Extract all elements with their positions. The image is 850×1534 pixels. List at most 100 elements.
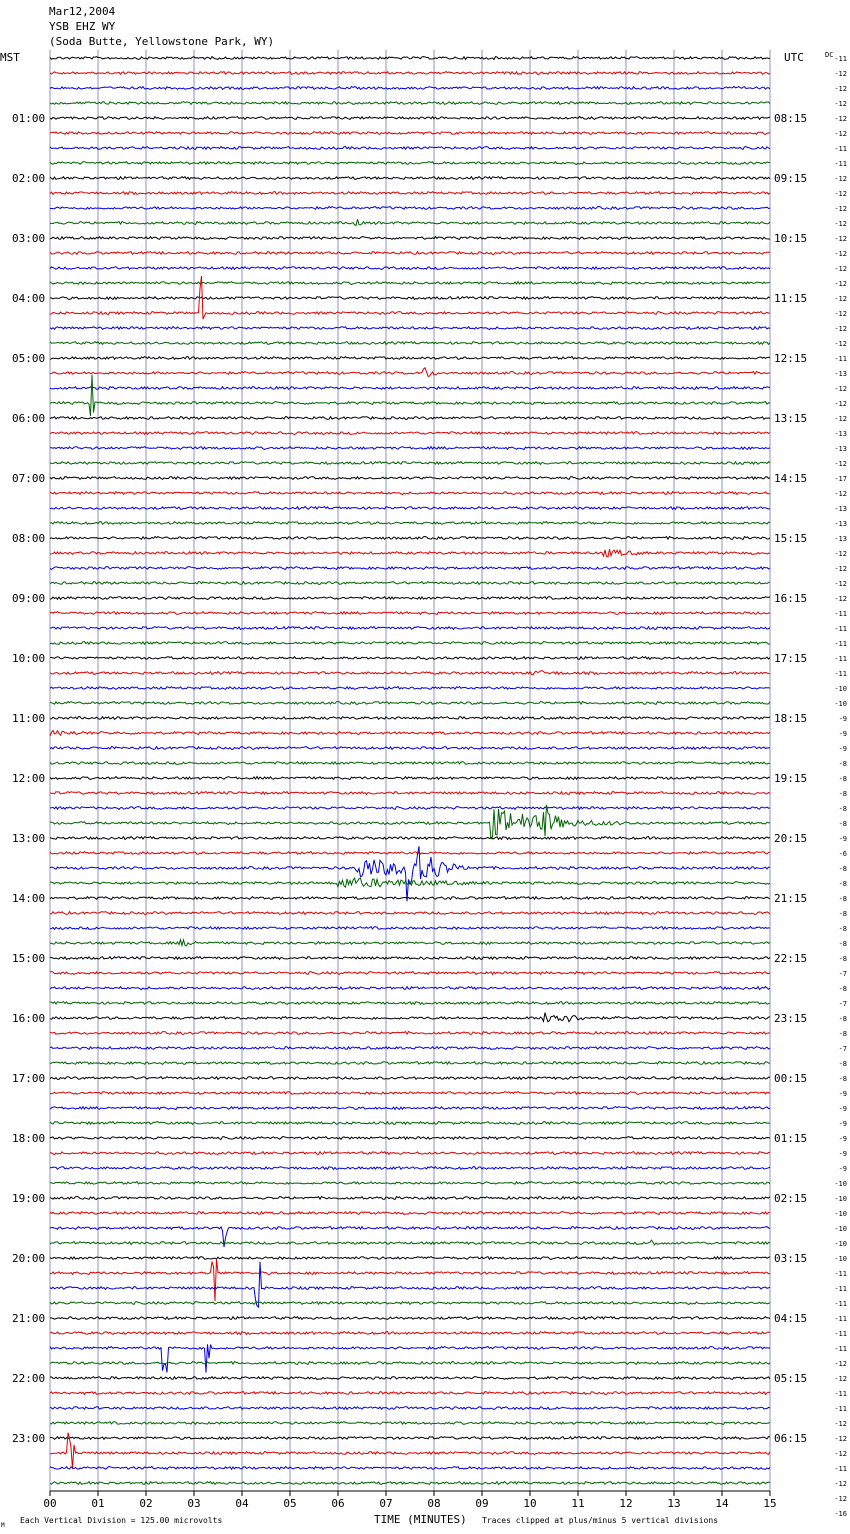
utc-hour-label: 22:15 (774, 952, 807, 965)
seismic-trace (49, 1330, 771, 1336)
dc-offset-value: -9 (839, 1135, 847, 1143)
x-tick-label: 05 (283, 1497, 296, 1510)
seismic-trace (49, 985, 771, 991)
seismic-trace (49, 1195, 771, 1201)
seismic-trace (49, 460, 771, 466)
seismic-trace (49, 175, 771, 181)
seismic-trace (49, 520, 771, 526)
x-tick-label: 10 (523, 1497, 536, 1510)
dc-offset-value: -12 (834, 385, 847, 393)
seismic-trace (49, 85, 771, 91)
dc-offset-value: -12 (834, 115, 847, 123)
seismic-trace (49, 1261, 771, 1309)
mst-hour-label: 06:00 (12, 412, 45, 425)
x-tick-label: 03 (187, 1497, 200, 1510)
dc-offset-value: -8 (839, 925, 847, 933)
seismic-trace (50, 219, 771, 227)
seismic-trace (49, 1105, 770, 1111)
mst-hour-label: 11:00 (12, 712, 45, 725)
dc-offset-value: -7 (839, 970, 847, 978)
seismic-trace (49, 925, 771, 931)
dc-offset-value: -11 (834, 1270, 847, 1278)
dc-offset-value: -8 (839, 1015, 847, 1023)
scale-note: Each Vertical Division = 125.00 microvol… (20, 1516, 222, 1525)
utc-hour-label: 08:15 (774, 112, 807, 125)
dc-offset-value: -9 (839, 1120, 847, 1128)
dc-offset-value: -9 (839, 1165, 847, 1173)
seismic-trace (49, 1239, 771, 1246)
seismic-trace (50, 445, 771, 451)
seismic-trace (49, 55, 771, 61)
dc-offset-value: -7 (839, 1000, 847, 1008)
dc-offset-value: -12 (834, 1435, 847, 1443)
seismic-trace (49, 1150, 771, 1156)
mst-hour-label: 12:00 (12, 772, 45, 785)
dc-offset-value: -12 (834, 460, 847, 468)
dc-offset-value: -12 (834, 175, 847, 183)
mst-hour-label: 04:00 (12, 292, 45, 305)
utc-hour-label: 13:15 (774, 412, 807, 425)
seismic-trace (49, 385, 771, 391)
seismic-trace (49, 1225, 771, 1248)
corner-mark: M (1, 1522, 5, 1529)
dc-offset-value: -11 (834, 625, 847, 633)
seismic-trace (49, 1465, 771, 1471)
seismic-trace (49, 565, 771, 571)
seismic-trace (50, 1180, 771, 1186)
dc-offset-value: -12 (834, 550, 847, 558)
seismic-trace (49, 535, 771, 541)
dc-offset-value: -10 (834, 1255, 847, 1263)
utc-hour-label: 15:15 (774, 532, 807, 545)
seismic-trace (49, 877, 771, 889)
dc-offset-value: -9 (839, 715, 847, 723)
utc-hour-label: 11:15 (774, 292, 807, 305)
dc-offset-value: -13 (834, 535, 847, 543)
seismic-trace (49, 235, 771, 241)
chart-header: Mar12,2004 YSB EHZ WY (Soda Butte, Yello… (0, 5, 833, 64)
mst-hour-label: 14:00 (12, 892, 45, 905)
seismic-trace (49, 685, 771, 690)
dc-offset-value: -12 (834, 250, 847, 258)
x-tick-label: 13 (667, 1497, 680, 1510)
mst-hour-label: 23:00 (12, 1432, 45, 1445)
utc-hour-labels: 08:15 09:15 10:15 11:15 12:15 13:15 14:15 15:15… (774, 112, 807, 1445)
x-tick-label: 00 (43, 1497, 56, 1510)
seismic-trace (49, 729, 771, 737)
seismic-trace (49, 775, 771, 781)
seismic-trace (49, 1030, 771, 1036)
seismic-trace (49, 1075, 771, 1081)
dc-offset-value: -12 (834, 130, 847, 138)
seismic-traces (49, 55, 771, 1486)
clip-note: Traces clipped at plus/minus 5 vertical … (482, 1516, 718, 1525)
dc-offset-value: -12 (834, 490, 847, 498)
dc-offset-value: -12 (834, 205, 847, 213)
seismic-trace (49, 205, 771, 211)
utc-hour-label: 14:15 (774, 472, 807, 485)
seismic-trace (49, 1432, 771, 1469)
seismic-trace (49, 850, 771, 855)
x-tick-label: 04 (235, 1497, 249, 1510)
seismic-trace (49, 160, 770, 166)
mst-hour-label: 20:00 (12, 1252, 45, 1265)
seismic-trace (49, 1060, 771, 1066)
seismic-trace (49, 655, 771, 661)
utc-hour-label: 18:15 (774, 712, 807, 725)
seismic-trace (49, 145, 771, 151)
seismic-trace (49, 490, 771, 496)
dc-offset-value: -8 (839, 1030, 847, 1038)
dc-offset-value: -10 (834, 700, 847, 708)
dc-offset-labels: -11 -12 -12 -12 -12 -12 -11 -11 -12 -12 -12 -12 -12 -… (834, 55, 847, 1518)
mst-hour-label: 18:00 (12, 1132, 45, 1145)
dc-offset-value: -8 (839, 790, 847, 798)
mst-hour-label: 02:00 (12, 172, 45, 185)
dc-offset-title: DC (825, 51, 833, 59)
dc-offset-value: -12 (834, 1450, 847, 1458)
seismic-trace (49, 790, 771, 796)
seismic-trace (49, 374, 771, 416)
seismic-trace (49, 1405, 771, 1411)
utc-hour-label: 06:15 (774, 1432, 807, 1445)
seismic-trace (49, 1360, 771, 1366)
dc-offset-value: -8 (839, 775, 847, 783)
dc-offset-value: -12 (834, 1375, 847, 1383)
